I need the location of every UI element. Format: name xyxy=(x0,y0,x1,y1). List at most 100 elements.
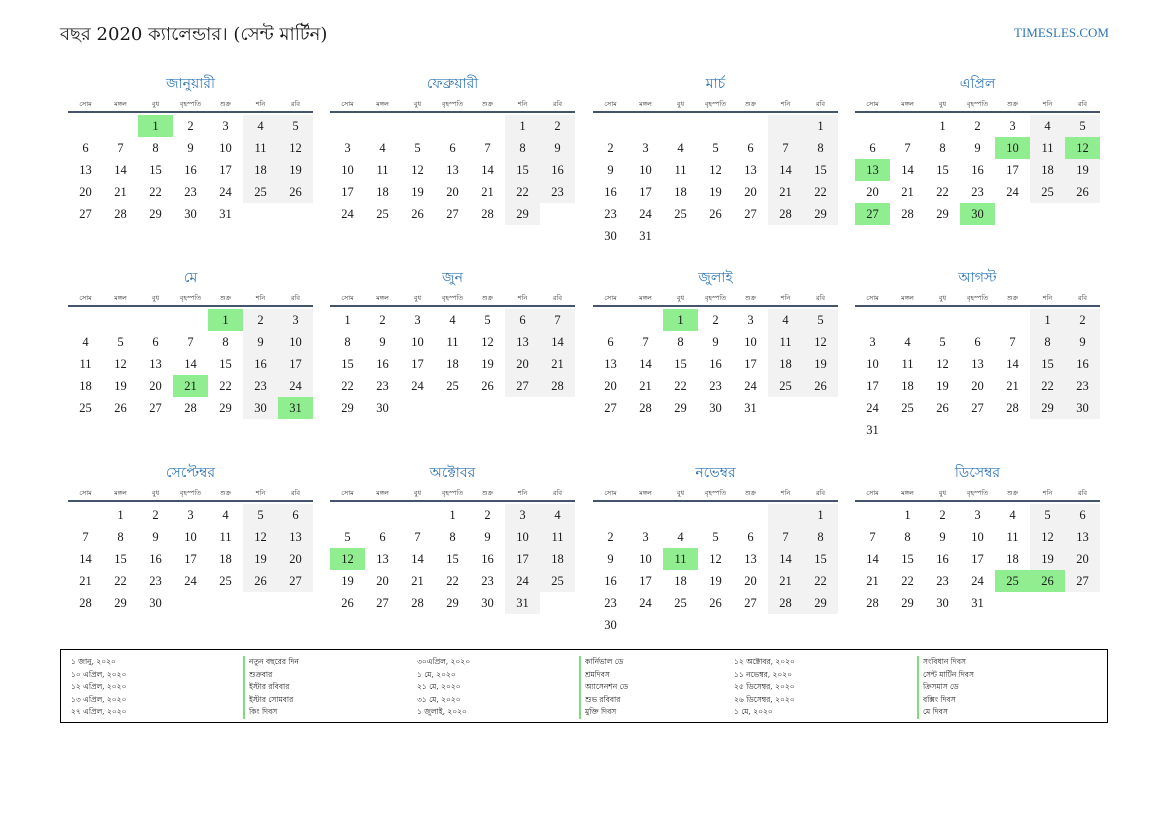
month-name: ফেব্রুয়ারী xyxy=(426,76,479,92)
empty-cell xyxy=(435,115,470,137)
day-cell: 2 xyxy=(484,508,491,522)
day-cell: 7 xyxy=(414,530,421,544)
day-cell: 16 xyxy=(540,159,575,181)
weekday-label: বুধ xyxy=(676,294,685,302)
site-link[interactable]: TIMESLES.COM xyxy=(1014,25,1109,40)
weekday-label: রবি xyxy=(552,100,563,108)
day-cell: 12 xyxy=(709,552,722,566)
weekday-label: বুধ xyxy=(413,294,422,302)
legend-holiday-name: সংবিধান দিবস xyxy=(917,656,974,669)
day-cell: 26 xyxy=(1065,181,1100,203)
day-cell: 9 xyxy=(939,530,946,544)
weekday-header: সোম মঙ্গল বুধ বৃহস্পতি শুক্র শনি রবি xyxy=(330,291,575,307)
weekday-label: বৃহস্পতি xyxy=(966,489,989,497)
empty-cell xyxy=(733,115,768,137)
day-cell: 17 xyxy=(278,353,313,375)
day-cell: 18 xyxy=(243,159,278,181)
day-cell: 1 xyxy=(803,504,838,526)
day-cell: 9 xyxy=(484,530,491,544)
weekday-label: মঙ্গল xyxy=(639,294,652,302)
weekday-label: বুধ xyxy=(151,489,160,497)
day-cell: 18 xyxy=(674,574,687,588)
empty-cell xyxy=(68,115,103,137)
day-cell: 13 xyxy=(604,357,617,371)
day-cell: 30 xyxy=(376,401,389,415)
weekday-header: সোম মঙ্গল বুধ বৃহস্পতি শুক্র শনি রবি xyxy=(593,291,838,307)
weekday-header: সোম মঙ্গল বুধ বৃহস্পতি শুক্র শনি রবি xyxy=(68,291,313,307)
month-name: জুলাই xyxy=(698,270,733,286)
day-cell: 4 xyxy=(222,508,229,522)
empty-cell xyxy=(593,309,628,331)
day-cell: 5 xyxy=(1065,115,1100,137)
day-cell: 6 xyxy=(278,504,313,526)
weekday-label: শুক্র xyxy=(744,100,757,108)
day-grid: 1 2 3 4 5 6 7 8 9 10 11 12 13 14 15 16 17 18 19 20 21 22 23 24 2… xyxy=(330,309,575,419)
day-cell: 21 xyxy=(114,185,127,199)
day-cell: 12 xyxy=(1030,526,1065,548)
day-cell: 15 xyxy=(936,163,949,177)
day-cell: 7 xyxy=(642,335,649,349)
holiday-cell: 1 xyxy=(138,115,173,137)
weekday-label: মঙ্গল xyxy=(376,294,389,302)
day-cell: 25 xyxy=(219,574,232,588)
day-cell: 17 xyxy=(341,185,354,199)
day-cell: 31 xyxy=(744,401,757,415)
day-cell: 1 xyxy=(449,508,456,522)
day-cell: 24 xyxy=(1006,185,1019,199)
day-cell: 1 xyxy=(904,508,911,522)
day-cell: 14 xyxy=(184,357,197,371)
day-cell: 14 xyxy=(901,163,914,177)
legend-names-1: নতুন বছরের দিন শুক্রবার ইস্টার রবিবার ইস্টা… xyxy=(243,656,299,719)
day-cell: 29 xyxy=(674,401,687,415)
day-cell: 23 xyxy=(184,185,197,199)
day-cell: 21 xyxy=(411,574,424,588)
day-cell: 9 xyxy=(974,141,981,155)
weekday-header: সোম মঙ্গল বুধ বৃহস্পতি শুক্র শনি রবি xyxy=(855,291,1100,307)
day-cell: 20 xyxy=(744,185,757,199)
day-cell: 21 xyxy=(768,570,803,592)
day-cell: 9 xyxy=(379,335,386,349)
day-cell: 16 xyxy=(184,163,197,177)
day-cell: 11 xyxy=(219,530,232,544)
month-block: জুন সোম মঙ্গল বুধ বৃহস্পতি শুক্র শনি রবি 1 2 3 4 5 6 7… xyxy=(330,267,575,419)
legend-holiday-name: অ্যাসেনশন ডে xyxy=(579,681,628,694)
day-cell: 23 xyxy=(481,574,494,588)
day-cell: 29 xyxy=(936,207,949,221)
day-cell: 17 xyxy=(184,552,197,566)
day-cell: 17 xyxy=(505,548,540,570)
day-cell: 20 xyxy=(1065,548,1100,570)
month-name: ডিসেম্বর xyxy=(954,465,1001,481)
day-cell: 8 xyxy=(152,141,159,155)
day-cell: 6 xyxy=(974,335,981,349)
legend-dates-3: ১২ অক্টোবর, ২০২০ ১১ নভেম্বর, ২০২০ ২৫ ডিসেম… xyxy=(734,656,795,719)
month-block: মার্চ সোম মঙ্গল বুধ বৃহস্পতি শুক্র শনি রবি 1 2 3 4 5… xyxy=(593,73,838,247)
day-cell: 7 xyxy=(117,141,124,155)
day-grid: 1 2 3 4 5 6 7 8 9 10 11 12 13 14 15 16 17 18 19 20 21 22 23 24 2… xyxy=(855,504,1100,614)
day-cell: 26 xyxy=(114,401,127,415)
weekday-label: বৃহস্পতি xyxy=(441,100,464,108)
day-cell: 31 xyxy=(505,592,540,614)
weekday-label: বৃহস্পতি xyxy=(179,489,202,497)
day-cell: 29 xyxy=(114,596,127,610)
day-cell: 25 xyxy=(540,570,575,592)
day-cell: 25 xyxy=(376,207,389,221)
weekday-label: শুক্র xyxy=(1006,100,1019,108)
day-cell: 1 xyxy=(117,508,124,522)
empty-cell xyxy=(330,504,365,526)
weekday-label: সোম xyxy=(604,294,617,302)
day-cell: 14 xyxy=(768,159,803,181)
day-cell: 15 xyxy=(901,552,914,566)
day-cell: 23 xyxy=(376,379,389,393)
day-cell: 27 xyxy=(744,207,757,221)
day-cell: 3 xyxy=(747,313,754,327)
day-cell: 19 xyxy=(1030,548,1065,570)
holiday-cell: 12 xyxy=(1065,137,1100,159)
day-cell: 26 xyxy=(481,379,494,393)
weekday-label: শুক্র xyxy=(1006,294,1019,302)
month-name: এপ্রিল xyxy=(959,76,996,92)
weekday-label: শুক্র xyxy=(219,294,232,302)
weekday-label: শুক্র xyxy=(481,100,494,108)
day-cell: 27 xyxy=(971,401,984,415)
weekday-label: শুক্র xyxy=(744,294,757,302)
weekday-label: সোম xyxy=(79,100,92,108)
